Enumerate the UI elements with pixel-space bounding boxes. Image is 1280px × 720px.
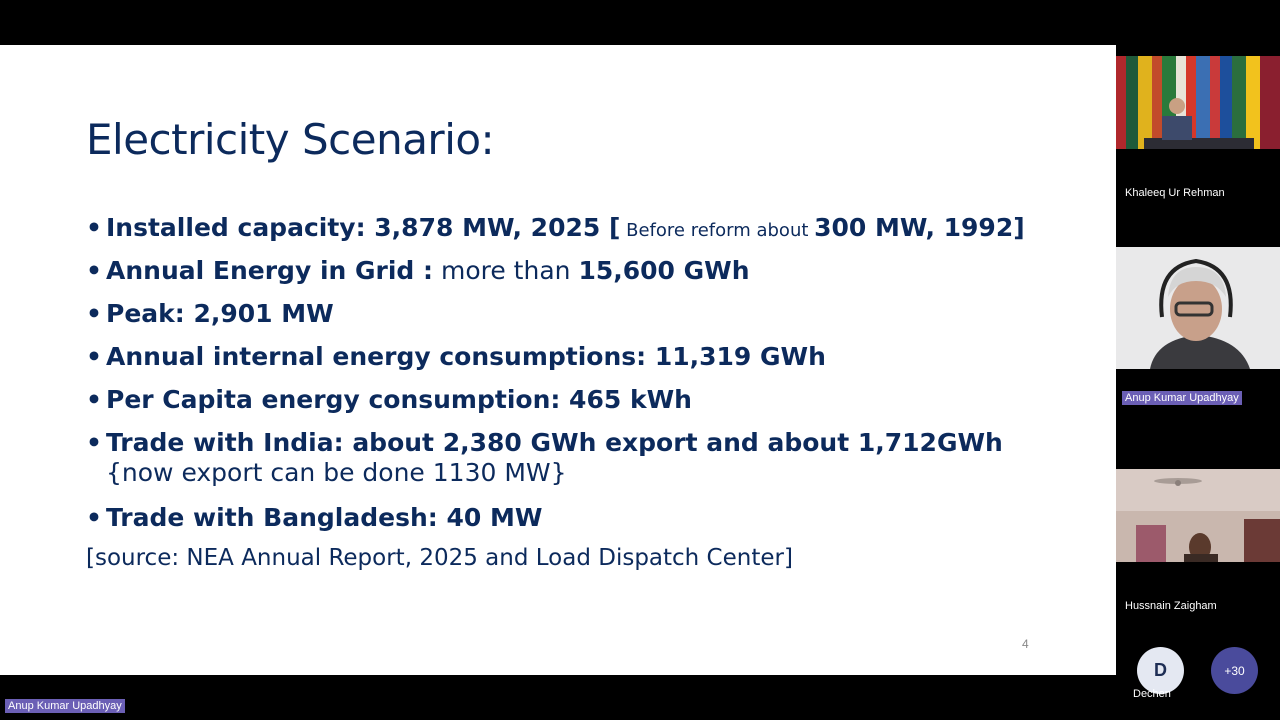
active-speaker-label: Anup Kumar Upadhyay xyxy=(5,699,125,713)
bullet-text: 300 MW, 1992] xyxy=(814,213,1025,242)
bullet-text: Trade with India: about 2,380 GWh export… xyxy=(106,428,1003,457)
participant-avatar[interactable]: D xyxy=(1137,647,1184,694)
participant-tile[interactable]: Anup Kumar Upadhyay xyxy=(1116,247,1280,467)
bullet-item: • Per Capita energy consumption: 465 kWh xyxy=(86,385,1096,428)
bullet-text-small: Before reform about xyxy=(620,220,815,241)
slide-title: Electricity Scenario: xyxy=(86,115,495,164)
bullet-item: • Trade with Bangladesh: 40 MW xyxy=(86,503,1096,546)
participant-name: Khaleeq Ur Rehman xyxy=(1125,187,1225,199)
bullet-text: Annual Energy in Grid : xyxy=(106,256,434,285)
bullet-item: • Annual internal energy consumptions: 1… xyxy=(86,342,1096,385)
shared-slide: Electricity Scenario: • Installed capaci… xyxy=(0,45,1116,675)
bullet-dot: • xyxy=(86,428,102,457)
bullet-text: Peak: 2,901 MW xyxy=(106,299,334,328)
source-note: [source: NEA Annual Report, 2025 and Loa… xyxy=(86,545,793,571)
participant-video xyxy=(1116,247,1280,369)
bullet-dot: • xyxy=(86,213,102,242)
bullet-text-normal: more than xyxy=(433,256,579,285)
bullet-text: Per Capita energy consumption: 465 kWh xyxy=(106,385,692,414)
bullet-item: • Trade with India: about 2,380 GWh expo… xyxy=(86,428,1096,503)
participant-video xyxy=(1116,469,1280,562)
bullet-item: • Peak: 2,901 MW xyxy=(86,299,1096,342)
participant-avatar-name: Dechen xyxy=(1133,688,1171,700)
participant-name: Anup Kumar Upadhyay xyxy=(1122,391,1242,405)
bullet-list: • Installed capacity: 3,878 MW, 2025 [ B… xyxy=(86,213,1096,546)
bullet-dot: • xyxy=(86,503,102,532)
participant-tile[interactable]: Khaleeq Ur Rehman xyxy=(1116,56,1280,246)
participant-tile[interactable]: Hussnain Zaigham xyxy=(1116,469,1280,629)
bullet-text: 15,600 GWh xyxy=(578,256,750,285)
participant-video xyxy=(1116,56,1280,149)
bullet-dot: • xyxy=(86,299,102,328)
bullet-text: Installed capacity: 3,878 MW, 2025 [ xyxy=(106,213,621,242)
bullet-text: Trade with Bangladesh: 40 MW xyxy=(106,503,543,532)
more-participants-button[interactable]: +30 xyxy=(1211,647,1258,694)
participant-name: Hussnain Zaigham xyxy=(1125,600,1217,612)
bullet-dot: • xyxy=(86,342,102,371)
bullet-dot: • xyxy=(86,256,102,285)
bullet-text: Annual internal energy consumptions: 11,… xyxy=(106,342,826,371)
bullet-subtext: {now export can be done 1130 MW} xyxy=(106,458,567,487)
slide-page-number: 4 xyxy=(1022,637,1029,651)
bullet-dot: • xyxy=(86,385,102,414)
bullet-item: • Annual Energy in Grid : more than 15,6… xyxy=(86,256,1096,299)
bullet-item: • Installed capacity: 3,878 MW, 2025 [ B… xyxy=(86,213,1096,256)
